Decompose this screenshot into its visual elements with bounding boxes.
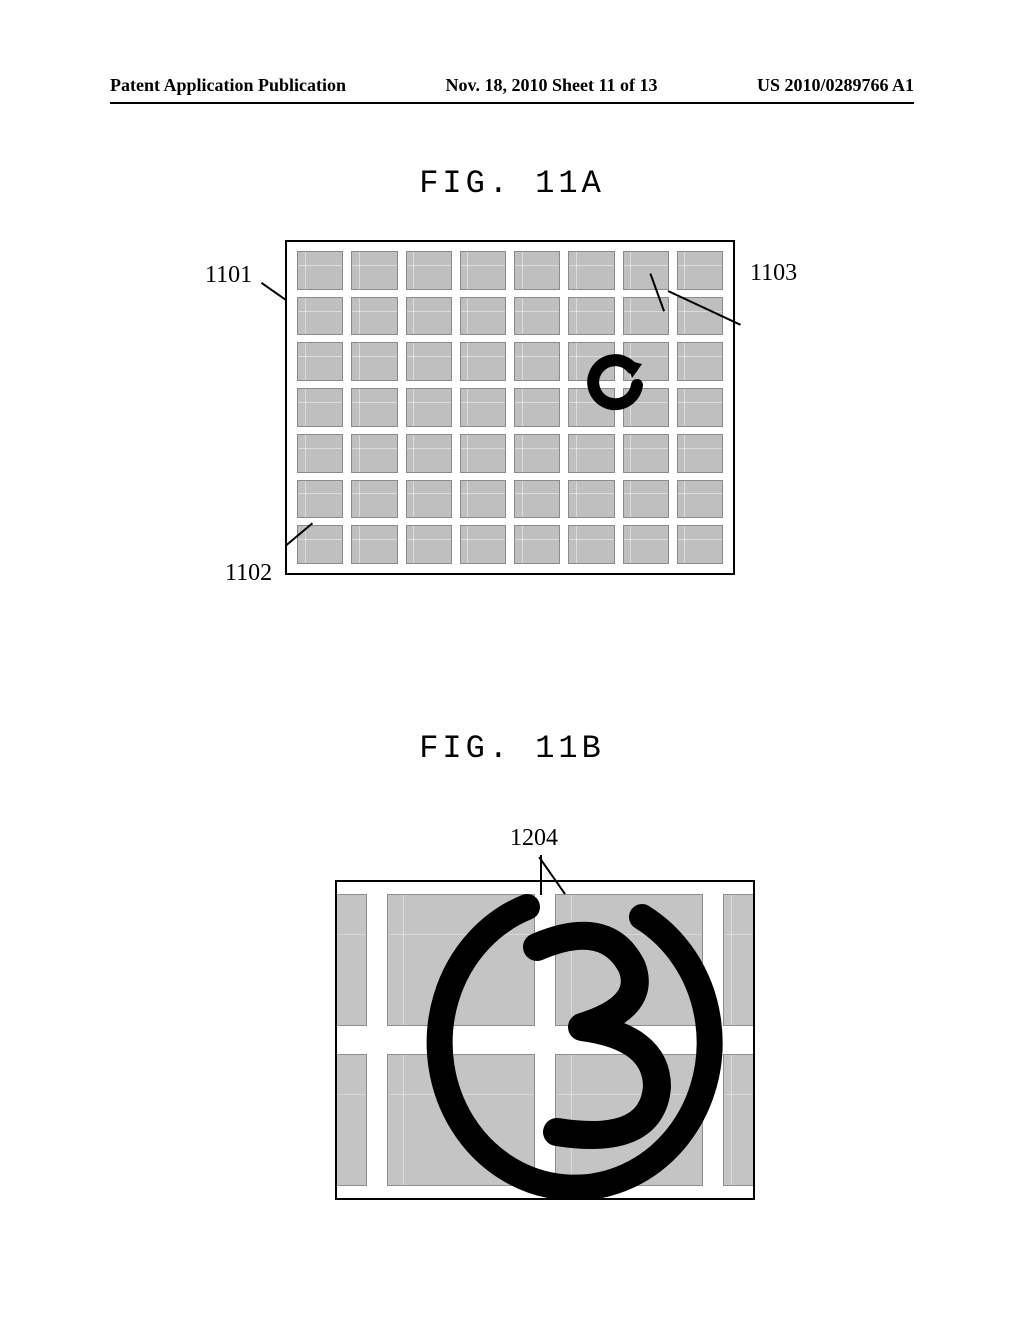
leader-line-1204 xyxy=(540,855,542,895)
grid-cell xyxy=(568,434,614,473)
grid-cell xyxy=(406,342,452,381)
grid-cell xyxy=(406,251,452,290)
grid-cell xyxy=(623,525,669,564)
grid-cell xyxy=(351,342,397,381)
grid-cell xyxy=(568,388,614,427)
patent-header: Patent Application Publication Nov. 18, … xyxy=(110,75,914,96)
grid-cell xyxy=(514,434,560,473)
tile xyxy=(335,1054,367,1186)
figure-11b-tiles xyxy=(335,894,755,1186)
tile xyxy=(723,894,755,1026)
ref-label-1101: 1101 xyxy=(205,262,252,289)
grid-cell xyxy=(677,434,723,473)
grid-cell xyxy=(623,342,669,381)
grid-cell xyxy=(406,480,452,519)
figure-11b xyxy=(335,880,755,1200)
ref-label-1103: 1103 xyxy=(750,260,797,287)
tile xyxy=(555,1054,703,1186)
grid-cell xyxy=(514,342,560,381)
grid-cell xyxy=(406,388,452,427)
grid-cell xyxy=(297,480,343,519)
figure-11b-panel xyxy=(335,880,755,1200)
grid-cell xyxy=(677,342,723,381)
grid-cell xyxy=(568,480,614,519)
grid-cell xyxy=(623,251,669,290)
grid-cell xyxy=(514,297,560,336)
grid-cell xyxy=(568,251,614,290)
figure-11a-title: FIG. 11A xyxy=(0,165,1024,202)
tile xyxy=(335,894,367,1026)
header-left: Patent Application Publication xyxy=(110,75,346,96)
grid-cell xyxy=(460,297,506,336)
grid-cell xyxy=(406,434,452,473)
grid-cell xyxy=(568,525,614,564)
grid-cell xyxy=(623,480,669,519)
grid-cell xyxy=(351,434,397,473)
header-rule xyxy=(110,102,914,104)
grid-cell xyxy=(351,297,397,336)
tile xyxy=(555,894,703,1026)
grid-cell xyxy=(351,525,397,564)
grid-cell xyxy=(460,251,506,290)
grid-cell xyxy=(677,388,723,427)
grid-cell xyxy=(514,388,560,427)
grid-cell xyxy=(351,251,397,290)
figure-11b-title: FIG. 11B xyxy=(0,730,1024,767)
grid-cell xyxy=(623,388,669,427)
header-center: Nov. 18, 2010 Sheet 11 of 13 xyxy=(445,75,657,96)
header-right: US 2010/0289766 A1 xyxy=(757,75,914,96)
grid-cell xyxy=(460,434,506,473)
grid-cell xyxy=(460,525,506,564)
tile xyxy=(387,894,535,1026)
grid-cell xyxy=(623,434,669,473)
grid-cell xyxy=(297,297,343,336)
grid-cell xyxy=(460,480,506,519)
grid-cell xyxy=(677,297,723,336)
grid-cell xyxy=(351,388,397,427)
grid-cell xyxy=(514,525,560,564)
ref-label-1102: 1102 xyxy=(225,560,272,587)
grid-cell xyxy=(677,525,723,564)
grid-cell xyxy=(297,434,343,473)
grid-cell xyxy=(297,251,343,290)
grid-cell xyxy=(568,342,614,381)
grid-cell xyxy=(677,251,723,290)
grid-cell xyxy=(514,480,560,519)
ref-label-1204: 1204 xyxy=(510,825,558,852)
grid-cell xyxy=(514,251,560,290)
grid-cell xyxy=(406,525,452,564)
tile xyxy=(723,1054,755,1186)
grid-cell xyxy=(460,342,506,381)
tile xyxy=(387,1054,535,1186)
grid-cell xyxy=(677,480,723,519)
grid-cell xyxy=(297,388,343,427)
grid-cell xyxy=(460,388,506,427)
grid-cell xyxy=(297,342,343,381)
grid-cell xyxy=(568,297,614,336)
grid-cell xyxy=(351,480,397,519)
grid-cell xyxy=(406,297,452,336)
